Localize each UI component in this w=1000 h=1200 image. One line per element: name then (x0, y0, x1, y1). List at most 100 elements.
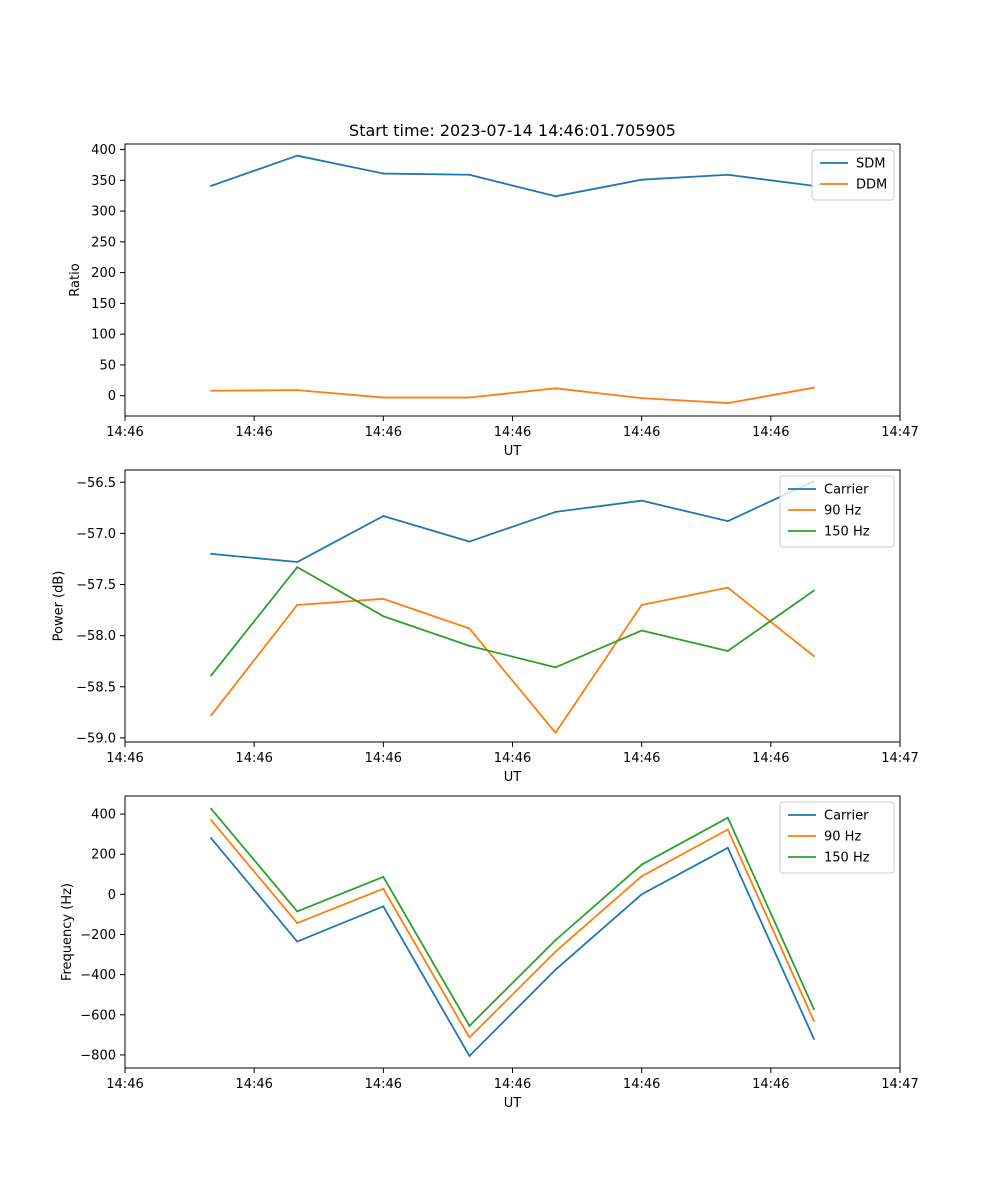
x-tick-label: 14:46 (752, 751, 789, 766)
legend: SDM DDM (811, 149, 895, 201)
data-point (640, 863, 643, 866)
data-point (640, 629, 643, 632)
data-point (296, 940, 299, 943)
chart-title: Start time: 2023-07-14 14:46:01.705905 (349, 121, 676, 140)
data-point (382, 396, 385, 399)
subplot-2: 14:46 14:46 14:46 14:46 14:46 14:46 14:47 −59.0… (52, 469, 919, 785)
series-line-carrier (210, 837, 815, 1057)
data-point (812, 386, 815, 389)
x-tick-label: 14:46 (623, 751, 660, 766)
data-point (296, 922, 299, 925)
data-point (382, 172, 385, 175)
x-tick-label: 14:46 (494, 751, 531, 766)
data-point (468, 1054, 471, 1057)
x-tick-label: 14:46 (752, 1077, 789, 1092)
y-tick-label: 300 (91, 205, 116, 220)
data-point (554, 195, 557, 198)
series-line-150-hz (210, 808, 815, 1027)
data-point (554, 939, 557, 942)
data-point (812, 1037, 815, 1040)
data-point (726, 173, 729, 176)
x-tick-label: 14:46 (494, 425, 531, 440)
x-tick-label: 14:46 (235, 425, 272, 440)
data-point (554, 666, 557, 669)
data-point (210, 674, 213, 677)
data-point (812, 1019, 815, 1022)
data-point (726, 402, 729, 405)
x-tick-label: 14:46 (365, 425, 402, 440)
y-tick-label: 0 (108, 389, 116, 404)
legend-label: 150 Hz (824, 525, 870, 540)
y-tick-label: −58.0 (76, 629, 116, 644)
data-point (296, 561, 299, 564)
legend: Carrier 90 Hz 150 Hz (779, 801, 895, 874)
data-point (726, 520, 729, 523)
data-point (640, 178, 643, 181)
x-tick-label: 14:46 (623, 1077, 660, 1092)
series-line-sdm (210, 154, 815, 198)
x-tick-label: 14:46 (106, 751, 143, 766)
y-tick-label: −200 (80, 928, 116, 943)
data-point (210, 819, 213, 822)
data-point (296, 154, 299, 157)
data-point (726, 649, 729, 652)
legend-label: SDM (856, 157, 885, 172)
data-point (296, 910, 299, 913)
y-tick-label: 200 (91, 848, 116, 863)
legend-label: Carrier (824, 483, 869, 498)
y-tick-label: 100 (91, 328, 116, 343)
legend-label: 150 Hz (824, 851, 870, 866)
y-tick-label: 50 (99, 358, 116, 373)
data-point (468, 627, 471, 630)
data-point (468, 396, 471, 399)
y-tick-label: −400 (80, 968, 116, 983)
data-point (468, 1024, 471, 1027)
data-point (812, 1008, 815, 1011)
data-point (382, 887, 385, 890)
data-point (554, 968, 557, 971)
x-tick-label: 14:46 (106, 425, 143, 440)
data-point (468, 1036, 471, 1039)
series-line-carrier (211, 480, 815, 563)
y-tick-label: −58.5 (76, 680, 116, 695)
x-axis-label: UT (504, 1096, 522, 1111)
data-point (468, 540, 471, 543)
data-point (812, 655, 815, 658)
x-tick-label: 14:47 (881, 751, 918, 766)
x-axis-label: UT (504, 444, 522, 459)
y-tick-label: 150 (91, 297, 116, 312)
data-point (382, 905, 385, 908)
x-tick-label: 14:46 (235, 1077, 272, 1092)
data-point (640, 875, 643, 878)
y-axis-label: Power (dB) (52, 571, 67, 642)
legend-label: Carrier (824, 809, 869, 824)
data-point (640, 893, 643, 896)
series-line-ddm (211, 386, 815, 404)
data-point (210, 714, 213, 717)
data-point (554, 950, 557, 953)
data-point (382, 597, 385, 600)
legend-box (779, 801, 895, 874)
y-tick-label: 200 (91, 266, 116, 281)
legend-label: DDM (856, 178, 887, 193)
data-point (296, 603, 299, 606)
series-line-150-hz (210, 566, 815, 677)
data-point (726, 846, 729, 849)
legend: Carrier 90 Hz 150 Hz (779, 475, 895, 548)
legend-label: 90 Hz (824, 504, 861, 519)
legend-label: 90 Hz (824, 830, 861, 845)
data-point (726, 828, 729, 831)
y-tick-label: 250 (91, 235, 116, 250)
data-point (296, 389, 299, 392)
data-point (382, 875, 385, 878)
data-point (210, 389, 213, 392)
series-line-90-hz (210, 586, 815, 734)
y-tick-label: −57.0 (76, 527, 116, 542)
data-point (640, 603, 643, 606)
x-tick-label: 14:46 (494, 1077, 531, 1092)
data-point (554, 387, 557, 390)
data-point (812, 589, 815, 592)
data-point (296, 566, 299, 569)
x-tick-label: 14:46 (623, 425, 660, 440)
